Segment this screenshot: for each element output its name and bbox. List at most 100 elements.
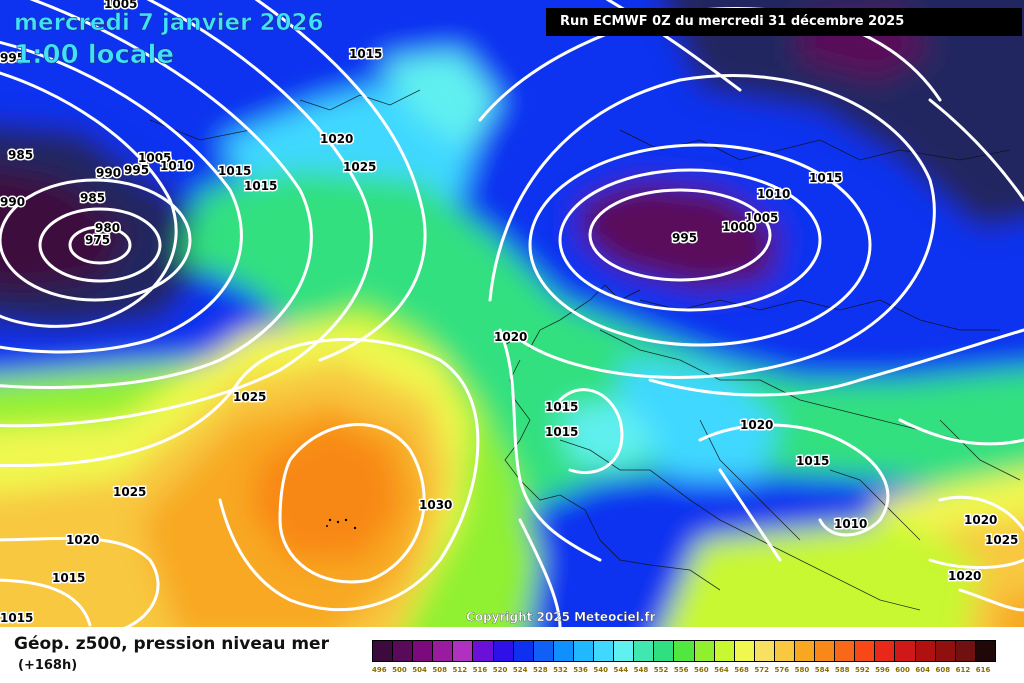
isobar-label: 1020 [66, 533, 99, 547]
forecast-date: mercredi 7 janvier 2026 [14, 10, 324, 37]
color-scale-label: 536 [573, 666, 588, 674]
island-marks [326, 518, 357, 530]
color-scale-swatch [413, 641, 434, 661]
color-scale-swatch [493, 641, 514, 661]
color-scale-swatch [895, 641, 916, 661]
isobar-label: 1010 [757, 187, 790, 201]
color-scale-swatch [573, 641, 595, 661]
color-scale-label: 564 [714, 666, 729, 674]
isobar-label: 995 [0, 51, 25, 65]
color-scale-label: 540 [593, 666, 608, 674]
color-scale-label: 552 [653, 666, 669, 674]
color-scale-label: 600 [895, 666, 910, 674]
color-scale-swatch [835, 641, 856, 661]
color-scale-label: 612 [955, 666, 971, 674]
color-scale-label: 556 [673, 666, 689, 674]
isobar-label: 1010 [160, 159, 193, 173]
color-scale-swatch [694, 641, 715, 661]
isobar-label: 1015 [545, 400, 578, 414]
color-scale-swatch [513, 641, 534, 661]
color-scale-swatch [855, 641, 876, 661]
geopotential-field: 1005 995 1015 1020 1025 985 990 995 1005… [0, 0, 1024, 627]
isobar-label: 995 [124, 163, 149, 177]
color-scale-label: 532 [553, 666, 568, 674]
isobar-label: 1015 [545, 425, 578, 439]
isobar-label: 1025 [233, 390, 266, 404]
isobar-label: 1020 [964, 513, 997, 527]
isobar-label: 1005 [138, 151, 171, 165]
isobar-label: 1020 [740, 418, 773, 432]
color-scale-swatch [473, 641, 494, 661]
color-scale-label: 588 [834, 666, 850, 674]
isobar-label: 975 [85, 233, 110, 247]
color-scale-label: 592 [855, 666, 870, 674]
color-scale-label: 568 [734, 666, 749, 674]
color-scale-swatch [774, 641, 795, 661]
isobar-label: 1000 [722, 220, 755, 234]
forecast-time: 1:00 locale [14, 40, 175, 71]
color-scale-swatch [654, 641, 675, 661]
color-scale-label: 520 [492, 666, 508, 674]
legend-subtitle: (+168h) [18, 658, 78, 673]
color-scale-swatch [714, 641, 735, 661]
isobar-label: 1015 [796, 454, 829, 468]
color-scale-label: 604 [915, 666, 930, 674]
color-scale-label: 496 [372, 666, 387, 674]
color-scale-swatch [614, 641, 635, 661]
color-scale-swatch [815, 641, 836, 661]
color-scale-swatch [794, 641, 816, 661]
color-scale-label: 524 [512, 666, 528, 674]
isobar-label: 1020 [494, 330, 527, 344]
isobar-label: 985 [8, 148, 33, 162]
color-scale-swatch [453, 641, 474, 661]
isobar-label: 1005 [745, 211, 778, 225]
color-scale-label: 500 [392, 666, 407, 674]
isobar-label: 1025 [113, 485, 146, 499]
color-scale-swatch [955, 641, 976, 661]
isobar-labels: 1005 995 1015 1020 1025 985 990 995 1005… [0, 0, 1020, 627]
color-scale-swatch [754, 641, 775, 661]
isobar-label: 1020 [948, 569, 981, 583]
color-scale-label: 504 [412, 666, 427, 674]
color-scale-swatch [634, 641, 655, 661]
color-scale-label: 608 [935, 666, 951, 674]
isobar-label: 1015 [52, 571, 85, 585]
color-scale-label: 508 [432, 666, 447, 674]
color-scale-label: 560 [694, 666, 709, 674]
color-scale-swatch [433, 641, 454, 661]
color-scale-swatch [373, 641, 394, 661]
isobar-label: 980 [95, 221, 120, 235]
color-scale-label: 516 [472, 666, 488, 674]
isobar-label: 990 [96, 166, 121, 180]
isobar-label: 1020 [320, 132, 353, 146]
isobar-label: 985 [80, 191, 105, 205]
color-scale-swatch [734, 641, 755, 661]
color-scale-label: 580 [794, 666, 810, 674]
color-scale-label: 544 [613, 666, 629, 674]
isobar-label: 1025 [985, 533, 1018, 547]
isobars [0, 0, 1024, 627]
color-scale-swatch [935, 641, 956, 661]
color-scale-swatch [533, 641, 554, 661]
isobar-label: 995 [672, 231, 697, 245]
color-scale-swatch [393, 641, 414, 661]
color-scale-label: 548 [633, 666, 649, 674]
weather-map: 1005 995 1015 1020 1025 985 990 995 1005… [0, 0, 1024, 627]
color-scale-swatch [975, 641, 995, 661]
isobar-label: 1015 [218, 164, 251, 178]
color-scale-swatch [915, 641, 936, 661]
color-scale-bar [372, 640, 996, 662]
color-scale-swatch [553, 641, 574, 661]
z500-color-field [0, 0, 1024, 627]
copyright-notice: Copyright 2025 Meteociel.fr [466, 610, 656, 624]
color-scale-label: 576 [774, 666, 790, 674]
legend-footer: Géop. z500, pression niveau mer (+168h) … [0, 627, 1024, 683]
color-scale-label: 584 [814, 666, 830, 674]
isobar-label: 990 [0, 195, 25, 209]
color-scale-swatch [674, 641, 695, 661]
isobar-label: 1010 [834, 517, 867, 531]
color-scale-label: 528 [533, 666, 548, 674]
isobar-label: 1025 [343, 160, 376, 174]
color-scale-labels: 496 500 504 508 512 516 520 524 528 532 536 540 544 5… [372, 666, 1016, 678]
color-scale-label: 572 [754, 666, 769, 674]
